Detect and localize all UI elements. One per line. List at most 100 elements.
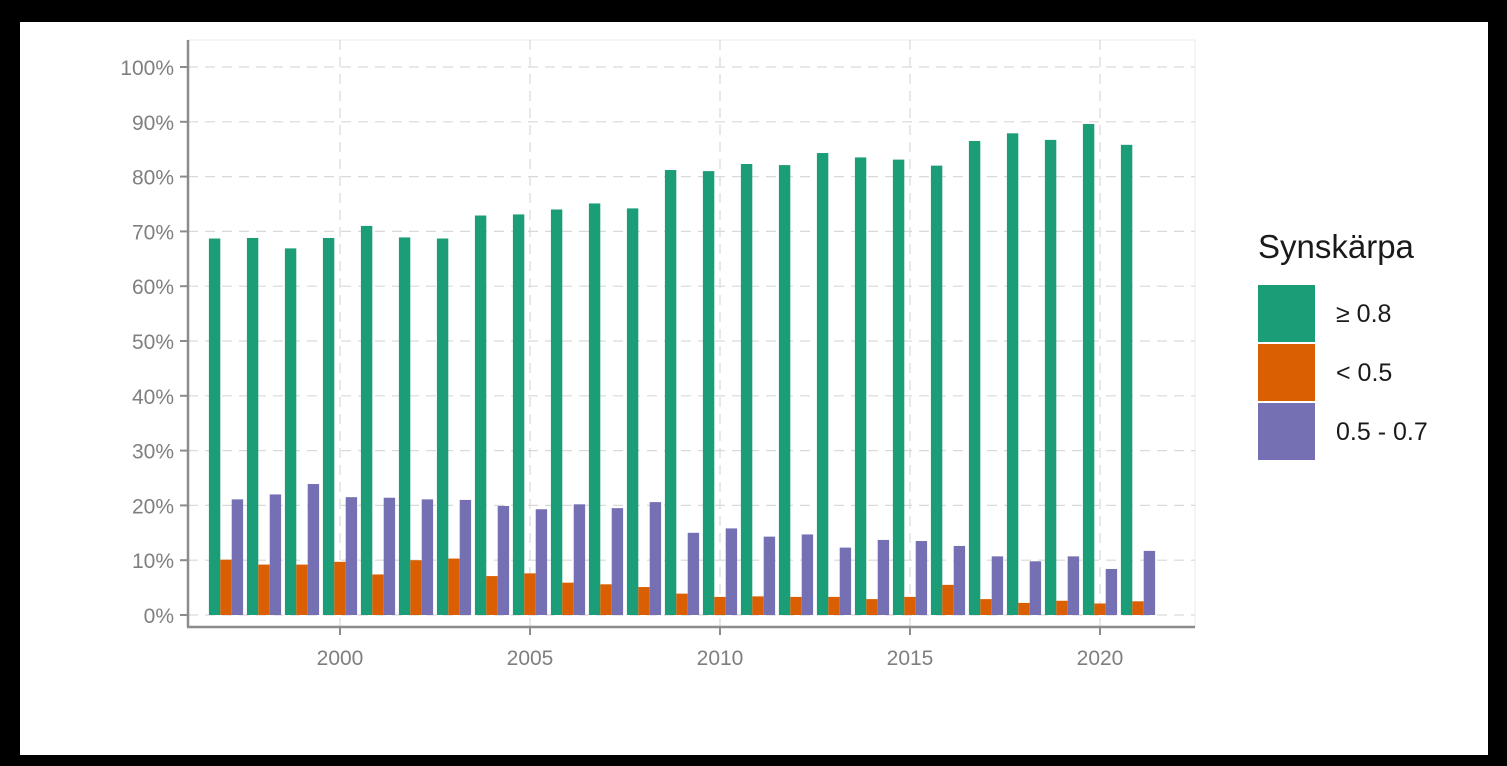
bar-0-2013 [816,153,829,615]
bar-1-2012 [790,596,802,615]
bar-0-2012 [778,165,791,616]
bar-2-2004 [497,505,510,615]
bar-1-2018 [1018,602,1030,615]
bar-1-2004 [486,576,498,615]
bar-1-2000 [334,561,346,615]
y-tick-label: 20% [132,495,174,518]
x-tick-label: 2020 [1077,647,1124,670]
bar-2-2018 [1029,561,1042,615]
bar-1-2015 [904,596,916,615]
bar-0-2011 [740,163,753,615]
x-tick-label: 2015 [887,647,934,670]
bar-2-2017 [991,556,1004,615]
bar-0-2010 [702,171,715,615]
x-tick-label: 2005 [507,647,554,670]
bar-1-2019 [1056,600,1068,615]
bar-0-2018 [1006,133,1019,616]
bar-1-2006 [562,582,574,615]
bar-0-2017 [968,140,981,615]
bar-2-2019 [1067,556,1080,615]
bars [208,123,1156,616]
bar-1-2002 [410,560,422,615]
bar-1-2005 [524,573,536,615]
y-tick-label: 30% [132,441,174,464]
legend-key-2 [1258,403,1315,460]
bar-1-1999 [296,564,308,615]
bar-1-1997 [220,559,232,615]
legend-title: Synskärpa [1258,228,1415,265]
bar-0-2007 [588,203,601,615]
chart-frame: 0% 10% 20% 30% 40% 50% 60% 70% 80% 90% 100% 2000 20… [20,22,1488,755]
y-tick-label: 40% [132,386,174,409]
bar-2-2001 [383,497,396,615]
legend-label-1: < 0.5 [1336,359,1392,387]
bar-0-2000 [322,237,335,615]
y-tick-label: 60% [132,276,174,299]
bar-0-2008 [626,208,639,615]
y-tick-label: 0% [144,605,174,628]
bar-2-1999 [307,484,320,615]
bar-2-2020 [1105,568,1118,615]
y-tick-label: 100% [120,57,174,80]
bar-2-2009 [687,532,700,615]
bar-1-2003 [448,558,460,615]
bar-0-2004 [474,215,487,615]
axes [186,40,1195,629]
bar-1-2001 [372,574,384,615]
bar-2-2013 [839,547,852,615]
y-tick-label: 90% [132,112,174,135]
legend: Synskärpa ≥ 0.8 < 0.5 0.5 - 0.7 [1258,228,1428,460]
x-axis-ticks: 2000 2005 2010 2015 2020 [317,627,1124,670]
bar-0-1999 [284,248,297,615]
bar-1-2008 [638,587,650,615]
x-tick-label: 2010 [697,647,744,670]
bar-2-2007 [611,508,624,615]
bar-2-1998 [269,494,282,615]
bar-0-2006 [550,209,563,616]
bar-2-2003 [459,499,472,615]
bar-2-2008 [649,502,662,615]
legend-key-1 [1258,344,1315,401]
y-tick-label: 70% [132,221,174,244]
legend-label-0: ≥ 0.8 [1336,300,1391,328]
bar-0-2016 [930,165,943,615]
legend-key-0 [1258,285,1315,342]
bar-2-2014 [877,539,890,615]
bar-1-2011 [752,596,764,615]
bar-0-2001 [360,225,373,616]
bar-2-1997 [231,499,244,615]
y-tick-label: 50% [132,331,174,354]
bar-2-2021 [1143,550,1156,615]
y-tick-label: 80% [132,167,174,190]
y-tick-label: 10% [132,550,174,573]
y-axis-ticks: 0% 10% 20% 30% 40% 50% 60% 70% 80% 90% 100% [120,57,188,628]
bar-1-2017 [980,599,992,615]
bar-2-2015 [915,541,928,615]
bar-0-2020 [1082,123,1095,615]
bar-2-2011 [763,536,776,615]
bar-2-2012 [801,534,814,615]
bar-2-2010 [725,528,738,615]
x-tick-label: 2000 [317,647,364,670]
bar-0-2021 [1120,144,1133,615]
bar-1-2010 [714,596,726,615]
bar-2-2016 [953,545,966,615]
bar-0-2019 [1044,139,1057,615]
bar-2-2005 [535,509,548,615]
bar-1-2007 [600,584,612,615]
bar-1-2021 [1132,601,1144,615]
bar-0-2005 [512,214,525,616]
bar-1-2014 [866,599,878,615]
bar-0-2014 [854,157,867,616]
bar-1-1998 [258,564,270,615]
bar-0-2003 [436,238,449,616]
gridlines [187,39,1196,628]
bar-0-2015 [892,159,905,615]
bar-1-2009 [676,593,688,615]
bar-2-2000 [345,497,358,615]
legend-label-2: 0.5 - 0.7 [1336,418,1428,446]
bar-1-2013 [828,596,840,615]
bar-0-1997 [208,238,221,616]
bar-0-2002 [398,237,411,616]
bar-1-2016 [942,584,954,615]
